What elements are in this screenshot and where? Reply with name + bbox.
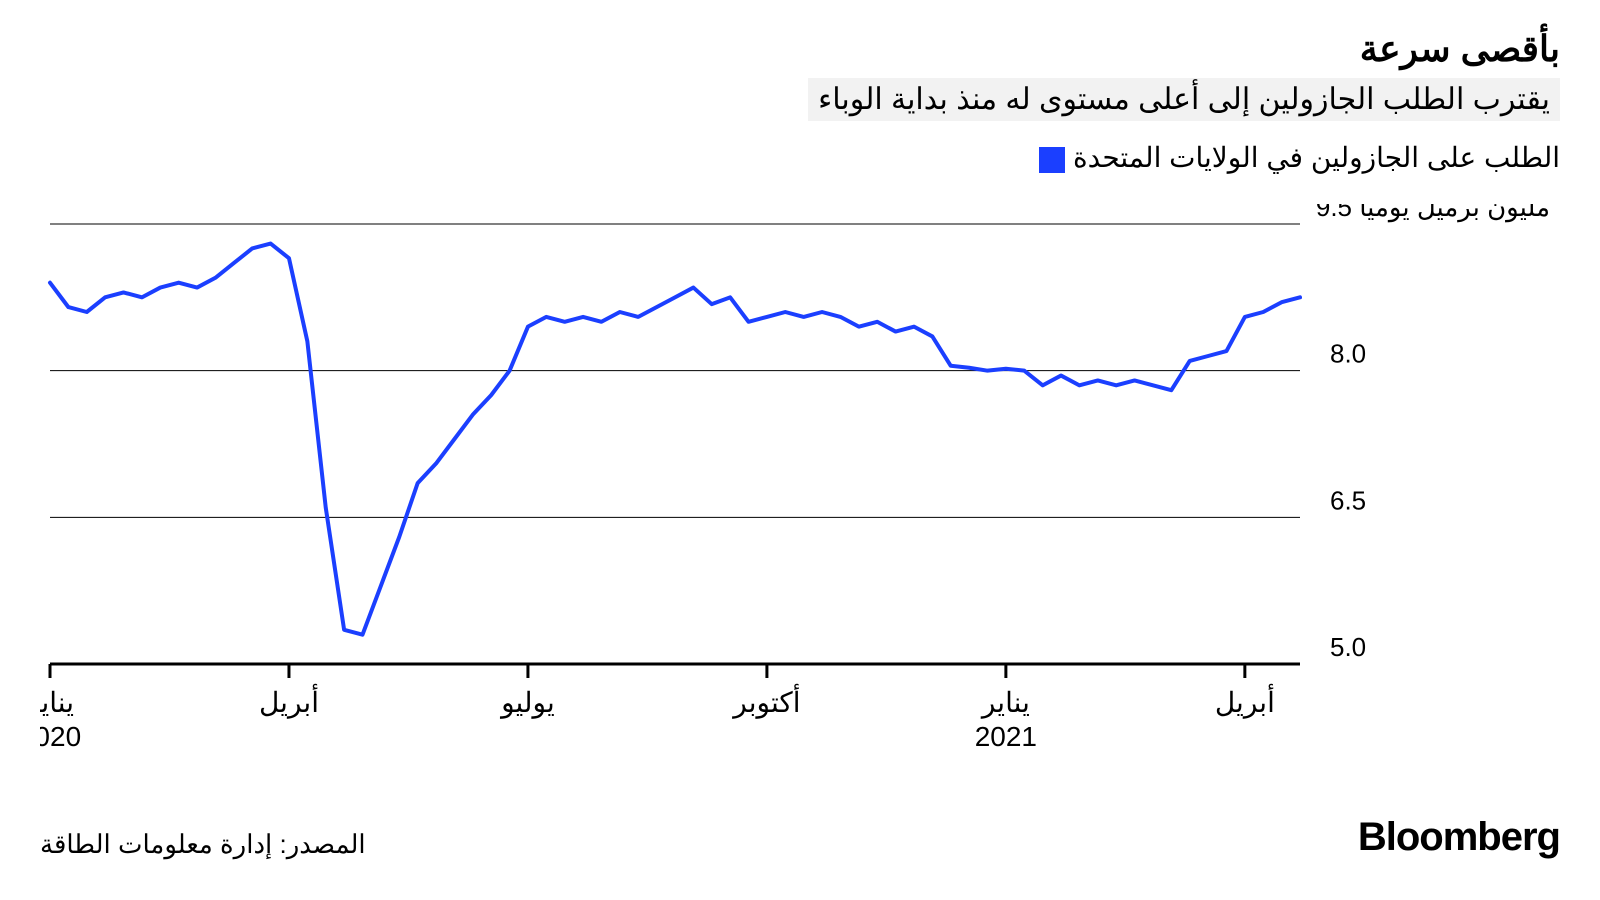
legend-label: الطلب على الجازولين في الولايات المتحدة: [1073, 142, 1560, 173]
svg-text:أبريل: أبريل: [1215, 684, 1275, 719]
brand-logo: Bloomberg: [1358, 815, 1560, 860]
chart-title: بأقصى سرعة: [40, 28, 1560, 70]
svg-text:9.5 مليون برميل يوميا: 9.5 مليون برميل يوميا: [1316, 204, 1550, 223]
line-chart-svg: 9.5 مليون برميل يوميا8.06.55.0يناير2020أ…: [40, 204, 1560, 764]
svg-text:يوليو: يوليو: [499, 687, 555, 719]
svg-text:2021: 2021: [975, 721, 1037, 752]
svg-text:يناير: يناير: [980, 687, 1030, 719]
legend-swatch: [1039, 147, 1065, 173]
svg-text:8.0: 8.0: [1330, 339, 1366, 369]
legend: الطلب على الجازولين في الولايات المتحدة: [40, 135, 1560, 174]
chart-subtitle: يقترب الطلب الجازولين إلى أعلى مستوى له …: [808, 78, 1560, 121]
chart-area: 9.5 مليون برميل يوميا8.06.55.0يناير2020أ…: [40, 204, 1560, 764]
source-text: المصدر: إدارة معلومات الطاقة: [40, 829, 366, 860]
svg-text:5.0: 5.0: [1330, 632, 1366, 662]
svg-text:أكتوبر: أكتوبر: [731, 684, 800, 719]
svg-text:2020: 2020: [40, 721, 81, 752]
svg-text:6.5: 6.5: [1330, 485, 1366, 515]
svg-text:أبريل: أبريل: [259, 684, 319, 719]
svg-text:يناير: يناير: [40, 687, 74, 719]
